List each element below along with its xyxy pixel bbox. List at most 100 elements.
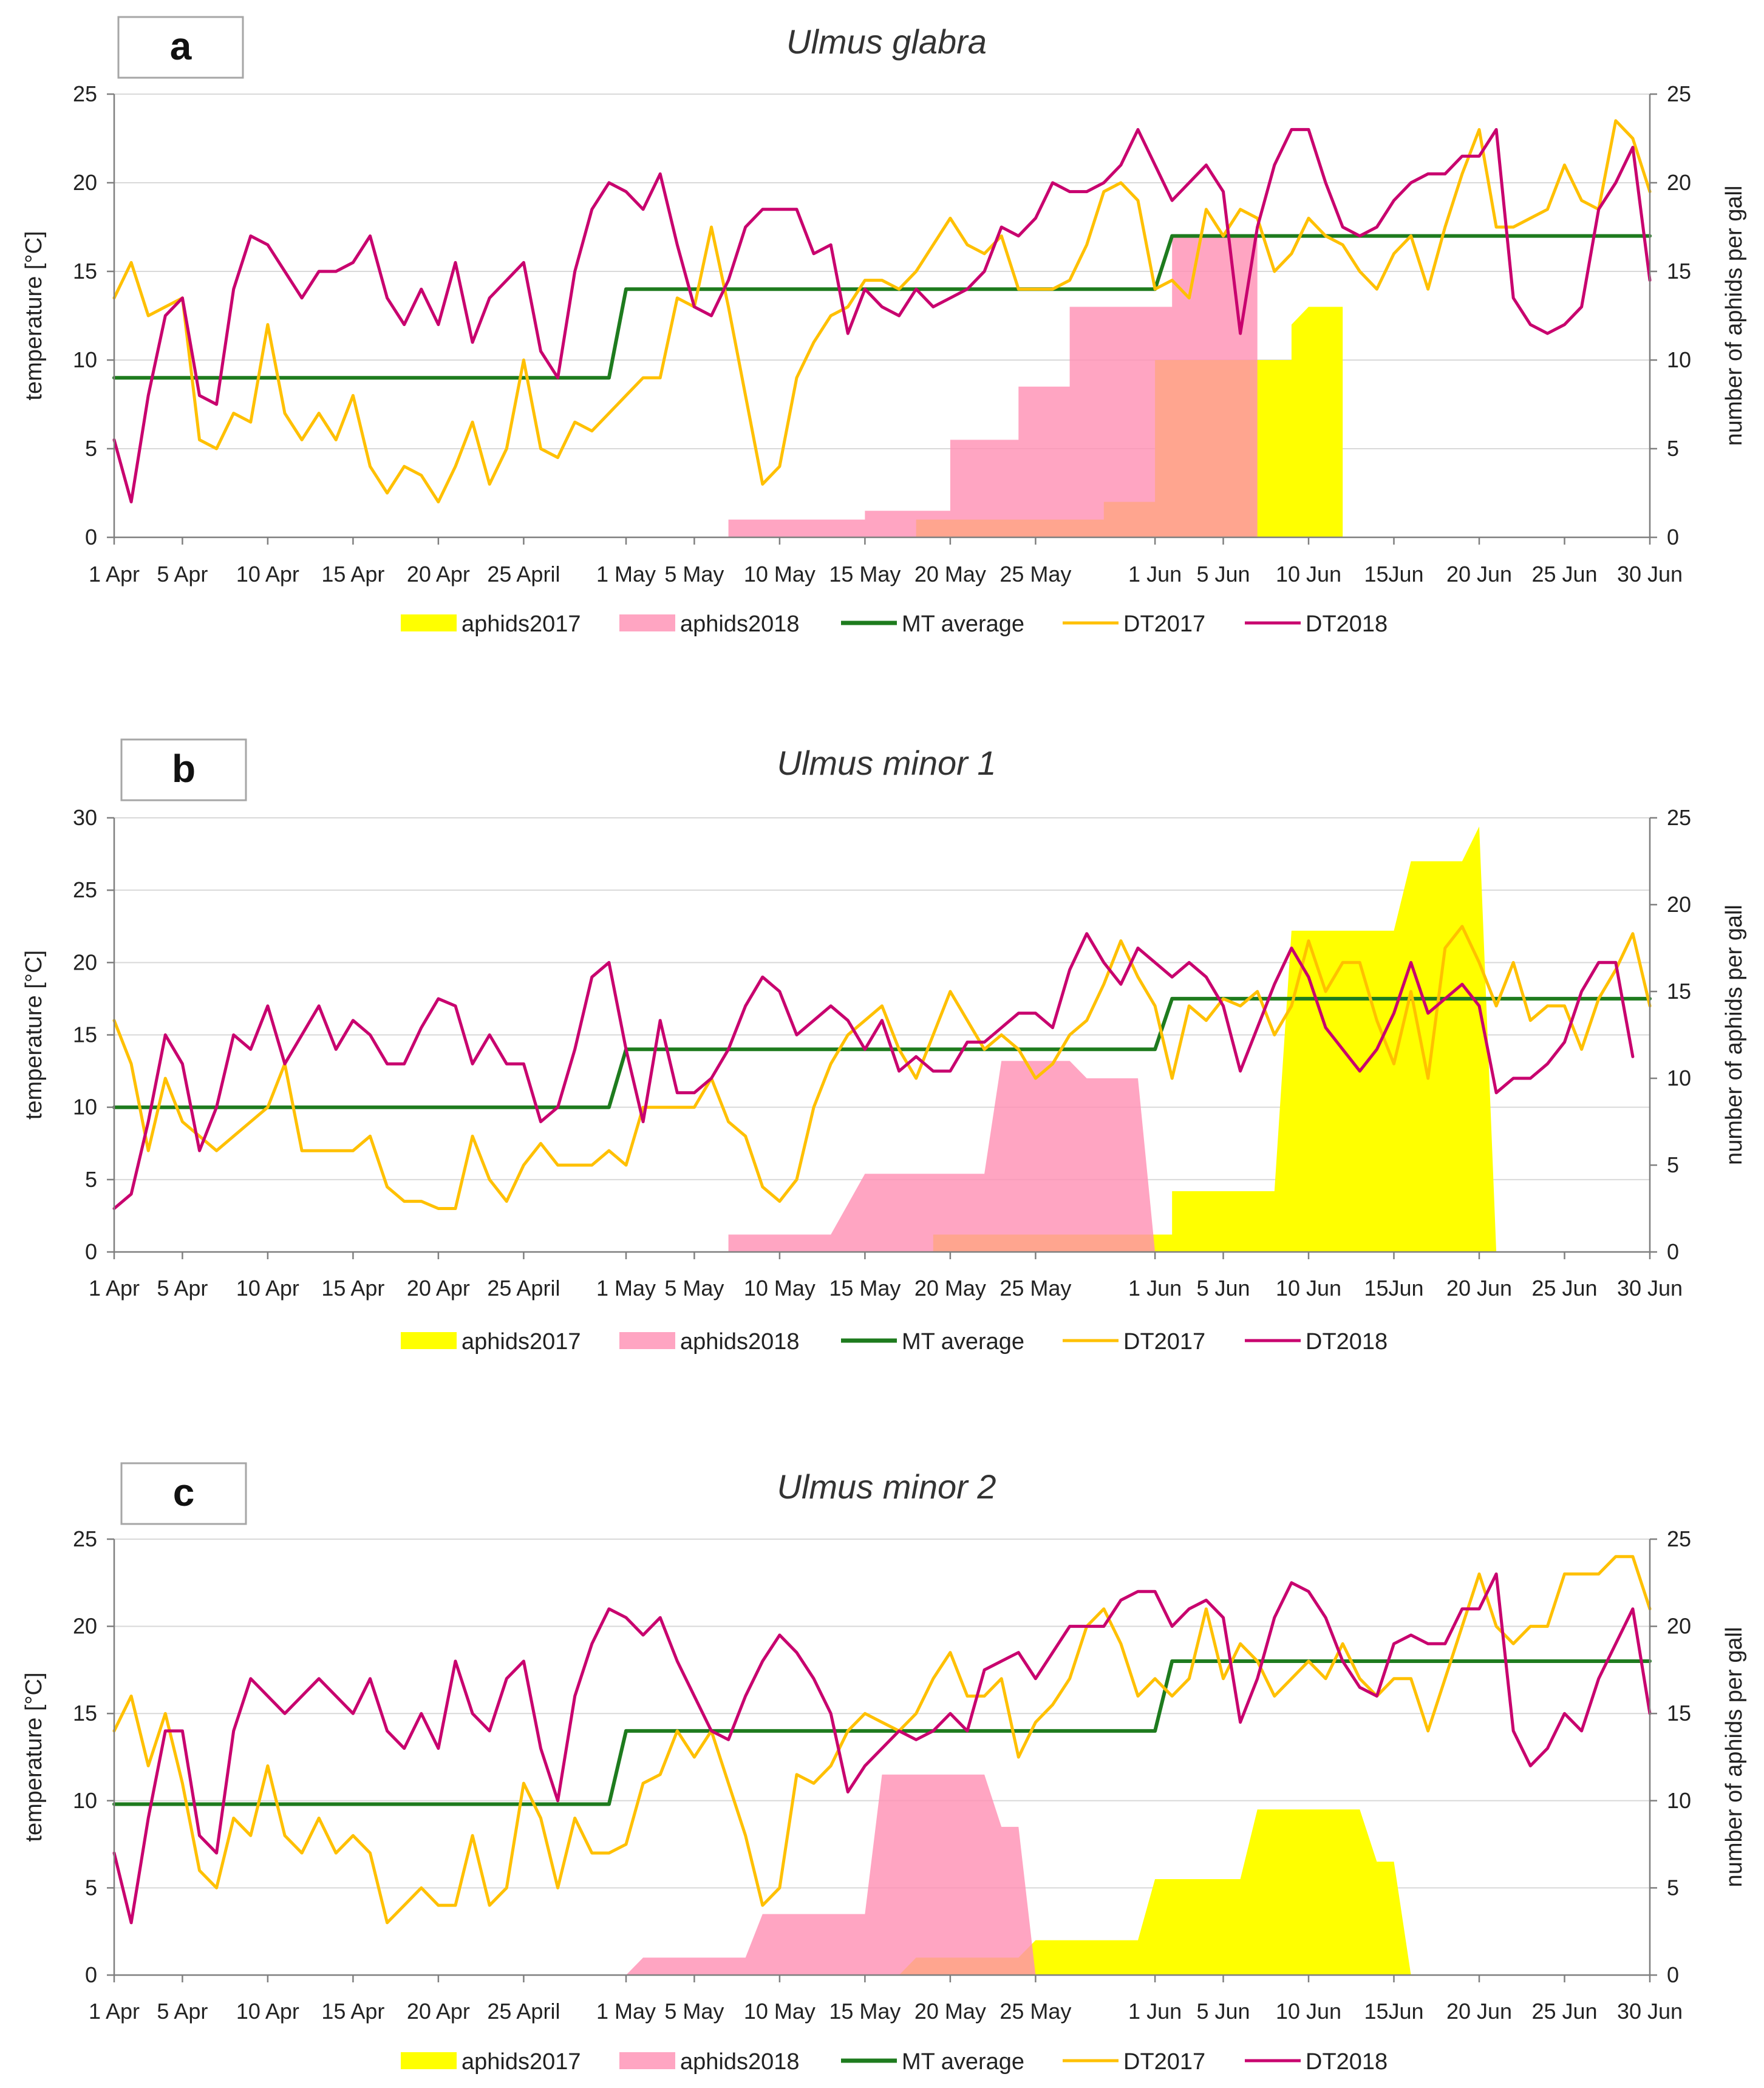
legend-label: aphids2018 [680,1329,800,1355]
x-tick-label: 20 Apr [407,562,470,587]
x-tick-label: 15 Apr [321,1276,384,1301]
x-tick-label: 25 Jun [1531,1999,1597,2024]
area-aphids2018 [728,1061,1156,1252]
y2-tick-label: 20 [1667,1614,1691,1639]
x-tick-label: 15Jun [1364,562,1423,587]
legend-label: DT2017 [1123,1329,1205,1355]
line-dt2017 [112,119,1652,504]
y2-tick-label: 20 [1667,170,1691,195]
y2-tick-label: 0 [1667,1239,1679,1264]
y-tick-label: 15 [73,259,97,284]
area-aphids2018 [728,236,1258,537]
legend-label: DT2018 [1306,2049,1388,2075]
y2-tick-label: 0 [1667,1962,1679,1987]
legend-label: DT2017 [1123,611,1205,637]
y-tick-label: 15 [73,1022,97,1047]
y-tick-label: 0 [85,1239,97,1264]
y-axis-title: temperature [°C] [21,231,47,400]
x-tick-label: 25 May [999,562,1071,587]
x-tick-label: 30 Jun [1617,1999,1683,2024]
area-aphids2017 [899,1809,1411,1975]
y2-tick-label: 10 [1667,1066,1691,1090]
y-tick-label: 25 [73,81,97,106]
y-tick-label: 10 [73,347,97,372]
x-tick-label: 1 Jun [1128,1999,1182,2024]
y-axis-title: temperature [°C] [21,950,47,1120]
legend-swatch-aphids2018 [619,2052,675,2069]
x-tick-label: 25 April [487,562,560,587]
x-tick-label: 10 Jun [1276,1999,1341,2024]
panel-letter-box [117,16,244,79]
panel-letter-box [120,1462,247,1525]
x-tick-label: 25 April [487,1999,560,2024]
legend-label: aphids2018 [680,611,800,637]
y2-tick-label: 25 [1667,1526,1691,1551]
x-tick-label: 20 Jun [1446,562,1512,587]
x-tick-label: 1 Jun [1128,562,1182,587]
x-tick-label: 30 Jun [1617,562,1683,587]
x-tick-label: 10 Apr [236,1276,299,1301]
line-dt2017 [112,925,1652,1210]
legend-swatch-aphids2018 [619,614,675,631]
y-tick-label: 0 [85,525,97,549]
y2-tick-label: 15 [1667,1701,1691,1726]
x-tick-label: 5 May [664,1276,724,1301]
legend-label: MT average [902,1329,1024,1355]
x-tick-label: 25 May [999,1999,1071,2024]
y-tick-label: 30 [73,805,97,830]
panel-letter: a [170,24,192,68]
legend-label: MT average [902,2049,1024,2075]
y-tick-label: 20 [73,170,97,195]
line-dt2018 [112,1572,1652,1925]
area-aphids2018 [626,1774,1036,1975]
x-tick-label: 15Jun [1364,1999,1423,2024]
y-tick-label: 20 [73,1614,97,1639]
panel-letter: b [172,747,196,791]
x-tick-label: 5 Apr [157,1999,208,2024]
x-tick-label: 1 May [596,1276,656,1301]
y2-tick-label: 20 [1667,892,1691,917]
x-tick-label: 25 Jun [1531,1276,1597,1301]
x-tick-label: 10 Apr [236,562,299,587]
line-dt2017 [112,1555,1652,1925]
x-tick-label: 20 Jun [1446,1276,1512,1301]
legend-label: DT2017 [1123,2049,1205,2075]
y-tick-label: 5 [85,436,97,461]
x-tick-label: 1 Jun [1128,1276,1182,1301]
x-tick-label: 1 May [596,1999,656,2024]
x-tick-label: 5 Jun [1196,562,1250,587]
line-dt2018 [112,128,1652,504]
y-axis-title: temperature [°C] [21,1672,47,1841]
y2-tick-label: 15 [1667,979,1691,1004]
legend-label: DT2018 [1306,611,1388,637]
y-tick-label: 25 [73,877,97,902]
x-tick-label: 20 Apr [407,1276,470,1301]
x-tick-label: 20 May [914,1999,986,2024]
x-tick-label: 15 May [829,1276,901,1301]
x-tick-label: 15 May [829,1999,901,2024]
x-tick-label: 30 Jun [1617,1276,1683,1301]
legend-label: aphids2018 [680,2049,800,2075]
y2-axis-title: number of aphids per gall [1721,186,1747,446]
x-tick-label: 10 May [744,562,816,587]
x-tick-label: 20 Jun [1446,1999,1512,2024]
x-tick-label: 5 May [664,562,724,587]
panel-a: a Ulmus glabra 0 5 10 15 20 25 0 5 10 15 20 25 tempera… [21,16,1747,637]
y-tick-label: 10 [73,1095,97,1120]
line-dt2018 [112,932,1635,1210]
legend-swatch-aphids2017 [401,614,457,631]
chart-title: Ulmus minor 1 [777,744,996,782]
panel-letter: c [173,1471,195,1514]
y2-tick-label: 0 [1667,525,1679,549]
x-tick-label: 5 Apr [157,1276,208,1301]
panel-b: b Ulmus minor 1 0 5 10 15 20 25 30 0 5 10 15 20 25 temp… [21,738,1747,1355]
x-tick-label: 15 Apr [321,1999,384,2024]
chart-title: Ulmus minor 2 [777,1467,996,1506]
legend-label: MT average [902,611,1024,637]
y2-tick-label: 25 [1667,805,1691,830]
y2-tick-label: 25 [1667,81,1691,106]
legend-label: DT2018 [1306,1329,1388,1355]
y-tick-label: 5 [85,1167,97,1192]
y-tick-label: 5 [85,1875,97,1900]
